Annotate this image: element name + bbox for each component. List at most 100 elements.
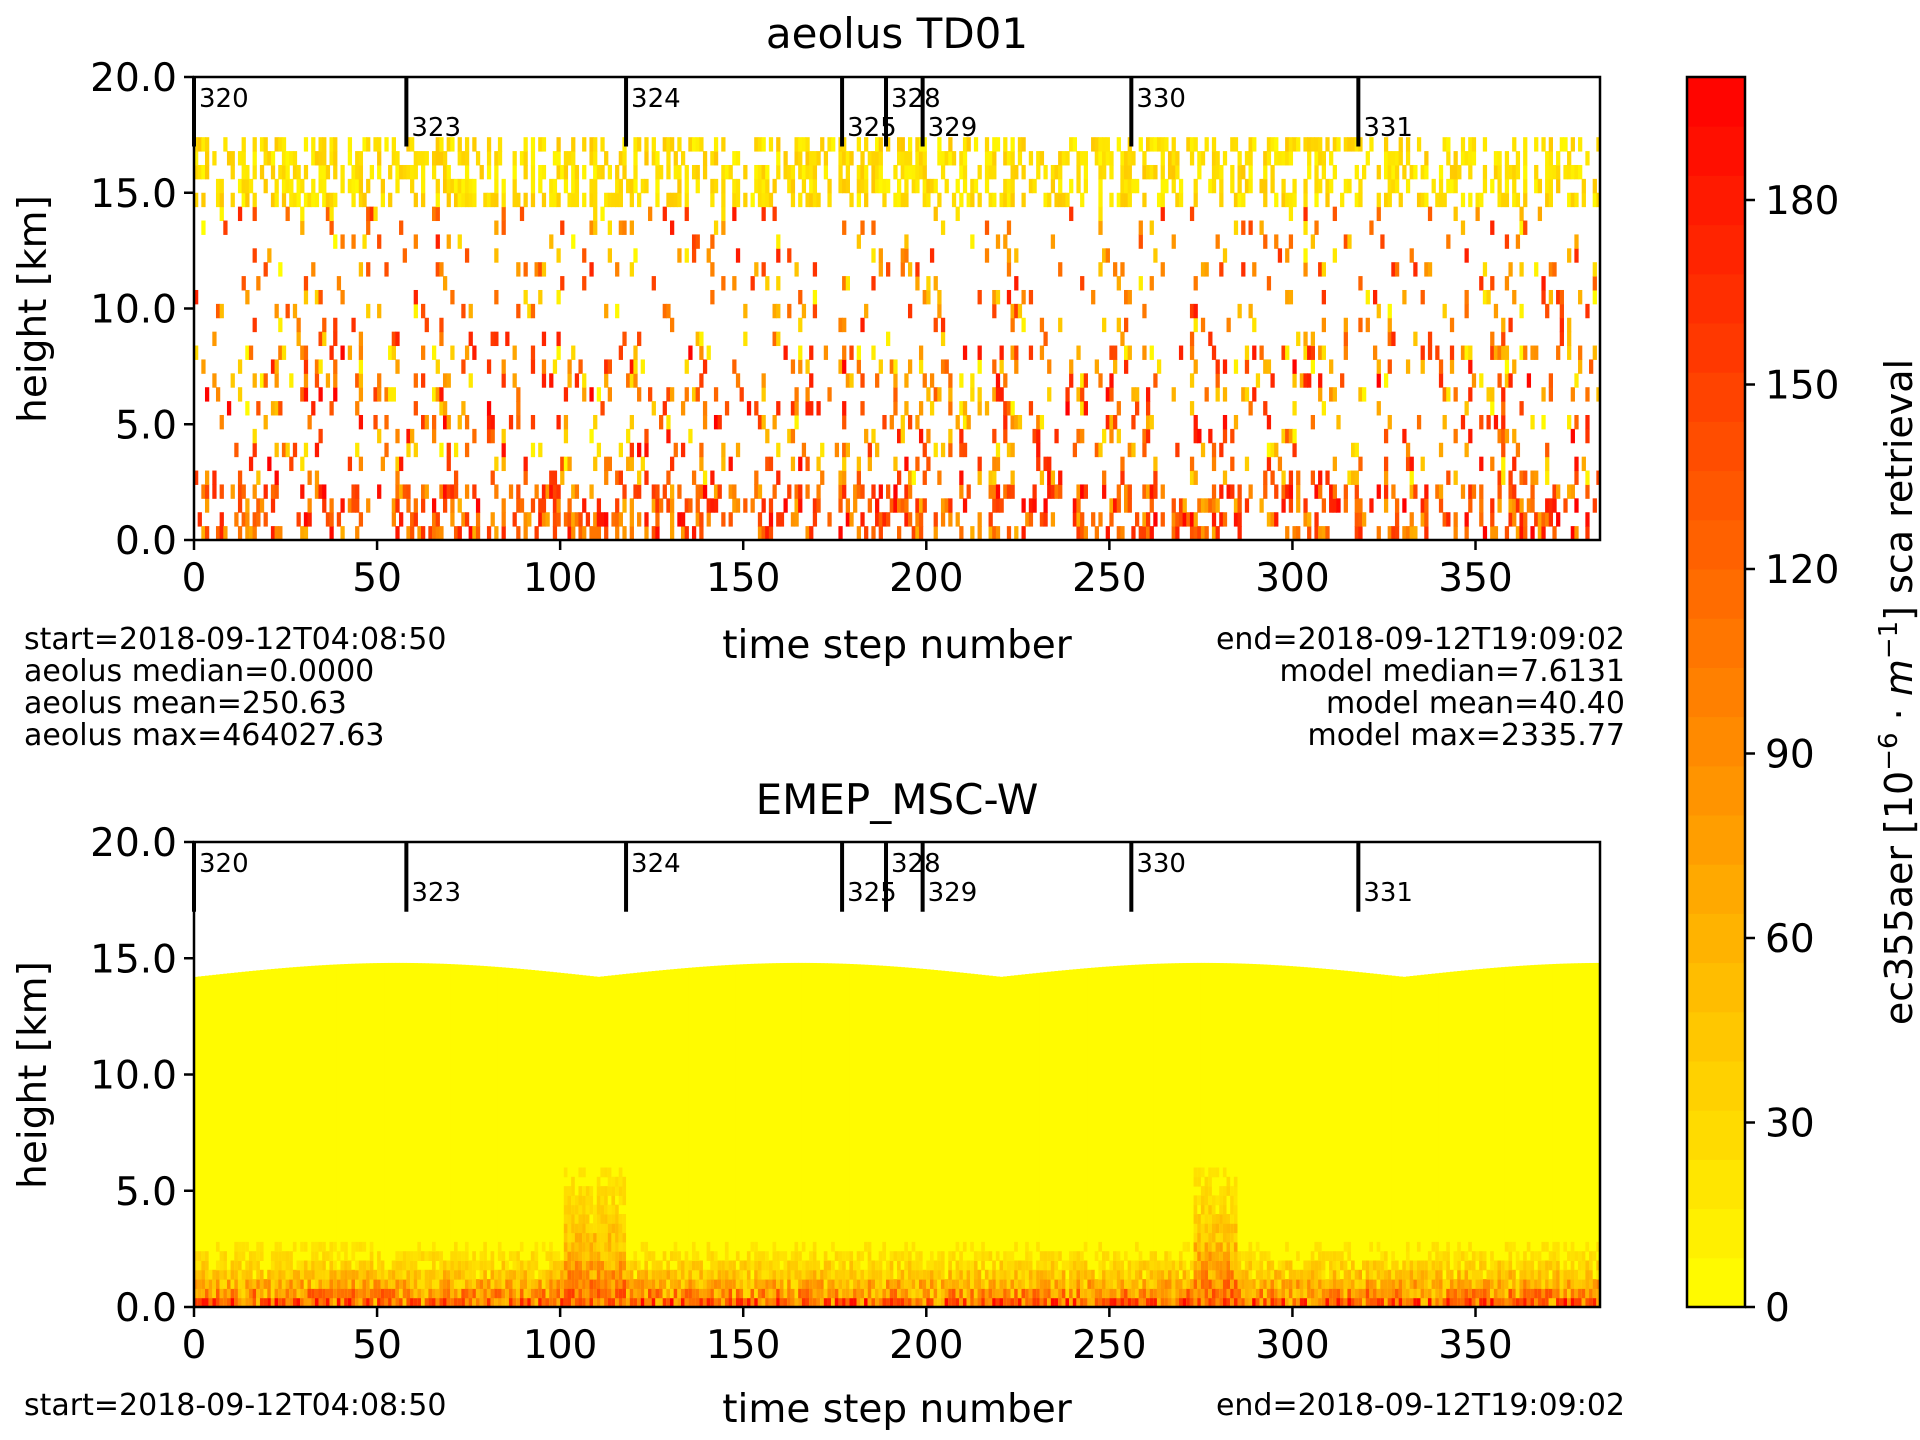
heat-cell: [1277, 1297, 1283, 1307]
heat-cell: [274, 192, 279, 208]
heat-cell: [582, 1251, 587, 1261]
heat-cell: [552, 1260, 558, 1271]
heat-cell: [318, 137, 323, 152]
heat-cell: [479, 1269, 484, 1280]
heat-column: [508, 968, 514, 1307]
heat-column: [1409, 976, 1414, 1307]
heat-column: [358, 963, 364, 1307]
heat-cell: [699, 1297, 704, 1307]
heat-cell: [366, 1279, 371, 1289]
heat-cell: [1142, 1279, 1147, 1289]
heat-cell: [410, 1260, 415, 1271]
heat-cell: [1226, 1186, 1231, 1196]
heat-column: [1050, 971, 1056, 1307]
heat-cell: [582, 1186, 587, 1196]
heat-cell: [1394, 512, 1400, 527]
heat-cell: [300, 220, 305, 235]
heat-cell: [739, 1288, 744, 1299]
heat-cell: [1036, 1269, 1041, 1280]
heat-cell: [1318, 137, 1323, 152]
heat-cell: [1233, 1269, 1239, 1280]
heat-cell: [270, 359, 276, 374]
heat-cell: [201, 1297, 206, 1307]
heat-cell: [867, 498, 872, 513]
heat-cell: [1292, 401, 1297, 416]
heat-column: [483, 966, 488, 1307]
heat-cell: [340, 345, 345, 360]
heat-cell: [307, 1297, 312, 1307]
heat-cell: [1380, 1288, 1385, 1299]
heat-cell: [421, 164, 426, 180]
heat-cell: [1460, 345, 1466, 360]
heat-cell: [241, 1288, 246, 1299]
heat-cell: [1252, 1288, 1257, 1299]
heat-cell: [241, 512, 246, 527]
heat-cell: [1376, 1279, 1381, 1289]
heat-cell: [1076, 1251, 1081, 1261]
heat-cell: [1039, 1279, 1045, 1289]
heat-cell: [1585, 470, 1590, 485]
heat-cell: [801, 1288, 807, 1299]
heat-cell: [889, 1279, 894, 1289]
heat-cell: [446, 234, 451, 249]
heat-cell: [1116, 526, 1121, 540]
heat-cell: [1391, 178, 1396, 194]
heat-cell: [1025, 1260, 1030, 1271]
heat-cell: [662, 1279, 667, 1289]
heat-column: [1065, 969, 1070, 1307]
heat-cell: [578, 1186, 583, 1196]
heat-cell: [805, 401, 810, 416]
heat-cell: [201, 1251, 206, 1261]
heat-cell: [607, 164, 612, 180]
heat-cell: [922, 151, 927, 166]
heat-cell: [970, 373, 975, 388]
heat-cell: [501, 373, 506, 388]
heat-cell: [1003, 1279, 1008, 1289]
heat-cell: [1010, 1260, 1015, 1271]
heat-cell: [1442, 192, 1447, 208]
heat-cell: [677, 1260, 682, 1271]
heat-cell: [713, 1279, 719, 1289]
heat-cell: [585, 1186, 591, 1196]
heat-cell: [336, 1288, 342, 1299]
heat-cell: [1222, 1279, 1228, 1289]
heat-cell: [556, 164, 561, 180]
heat-cell: [1578, 289, 1583, 305]
heat-cell: [582, 248, 587, 263]
heat-cell: [431, 512, 437, 527]
heat-cell: [391, 512, 396, 527]
heat-cell: [911, 1269, 916, 1280]
heat-cell: [618, 512, 623, 527]
heat-cell: [622, 1214, 627, 1224]
heat-cell: [267, 1297, 272, 1307]
heat-cell: [940, 220, 946, 235]
heat-cell: [856, 484, 861, 499]
heat-cell: [1204, 1195, 1209, 1206]
heat-cell: [1211, 512, 1217, 527]
heat-cell: [391, 1288, 396, 1299]
heat-cell: [926, 456, 931, 472]
heat-cell: [977, 470, 982, 485]
heat-cell: [292, 192, 298, 208]
heat-column: [1266, 964, 1272, 1307]
heat-cell: [1080, 484, 1085, 499]
heat-cell: [439, 387, 444, 402]
heat-cell: [322, 1279, 327, 1289]
heat-cell: [801, 1241, 807, 1252]
heat-cell: [245, 526, 250, 540]
heat-cell: [1230, 428, 1235, 444]
heat-cell: [713, 1269, 719, 1280]
heat-cell: [589, 1186, 594, 1196]
heat-cell: [1336, 1288, 1341, 1299]
heat-cell: [1523, 512, 1528, 527]
heat-cell: [523, 1260, 528, 1271]
heat-cell: [1490, 512, 1495, 527]
heat-cell: [424, 1251, 429, 1261]
heat-column: [853, 964, 858, 1307]
heat-cell: [1237, 1251, 1242, 1261]
heat-cell: [604, 526, 609, 540]
heat-cell: [651, 498, 656, 513]
heat-cell: [776, 1297, 781, 1307]
heat-cell: [274, 1251, 279, 1261]
heat-cell: [237, 178, 243, 194]
